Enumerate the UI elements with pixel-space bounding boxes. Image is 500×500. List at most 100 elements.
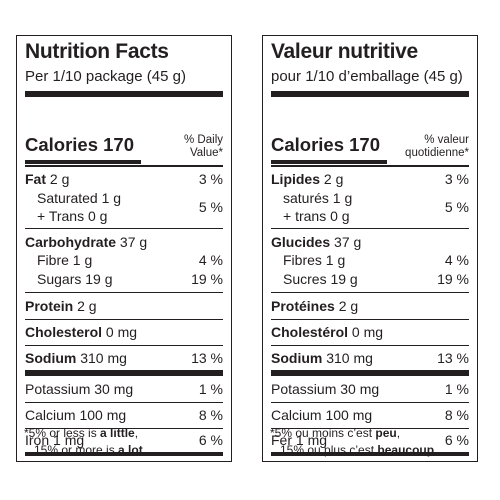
divider (25, 402, 223, 403)
footnote-line2: 15% or more is a lot (34, 442, 143, 459)
fibre-row: Fibres 1 g 4 % (271, 251, 469, 269)
saturated-row: saturés 1 g (271, 189, 469, 207)
nutrient-amount: 2 g (338, 298, 359, 314)
nutrient-line: Iron 1 mg (25, 432, 85, 448)
nutrient-subline: Saturated 1 g (37, 190, 122, 206)
thick-divider (271, 452, 469, 456)
divider (25, 319, 223, 320)
fat-row: Fat 2 g 3 % (25, 170, 223, 188)
calcium-row: Calcium 100 mg 8 % (25, 406, 223, 424)
divider (271, 319, 469, 320)
nutrient-amount: 0 mg (105, 324, 138, 340)
carbohydrate-row: Carbohydrate 37 g (25, 233, 223, 251)
nutrient-subline: + Trans 0 g (37, 208, 108, 224)
footnote-bold: peu (375, 426, 397, 440)
divider (25, 428, 223, 429)
daily-value-heading-line2: Value* (189, 147, 223, 159)
nutrient-name: Protein (25, 298, 74, 314)
fat-row: Lipides 2 g 3 % (271, 170, 469, 188)
daily-value-heading-line1: % Daily (184, 134, 223, 146)
nutrient-name: Cholestérol (271, 324, 349, 340)
divider (25, 292, 223, 293)
iron-row: Fer 1 mg 6 % (271, 431, 469, 449)
footnote-bold: a lot (118, 443, 143, 457)
protein-row: Protéines 2 g (271, 297, 469, 315)
nutrient-line: Calcium 100 mg (271, 407, 373, 423)
cholesterol-row: Cholestérol 0 mg (271, 323, 469, 341)
fibre-row: Fibre 1 g 4 % (25, 251, 223, 269)
nutrient-amount: 37 g (334, 234, 362, 250)
nutrient-subline: + trans 0 g (283, 208, 350, 224)
saturated-trans-percent-dv: 5 % (444, 199, 469, 215)
divider (25, 228, 223, 229)
nutrient-line: Potassium 30 mg (271, 381, 380, 397)
nutrient-amount: 0 mg (351, 324, 384, 340)
daily-value-heading-line1: % valeur (424, 134, 469, 146)
percent-dv: 1 % (444, 381, 469, 397)
percent-dv: 3 % (444, 171, 469, 187)
percent-dv: 19 % (437, 271, 469, 287)
nutrient-amount: 310 mg (80, 350, 127, 366)
nutrient-amount: 2 g (49, 171, 70, 187)
footnote-line1: *5% or less is a little, (24, 425, 138, 442)
footnote-text: , (134, 426, 139, 440)
footnote-line1: *5% ou moins c’est peu, (270, 425, 400, 442)
divider (271, 165, 469, 167)
nutrient-amount: 310 mg (326, 350, 373, 366)
nutrient-subline: Fibres 1 g (283, 252, 346, 268)
nutrient-name: Protéines (271, 298, 335, 314)
nutrient-subline: saturés 1 g (283, 190, 353, 206)
serving-size: Per 1/10 package (45 g) (25, 68, 186, 85)
thick-divider (25, 91, 223, 97)
divider (271, 292, 469, 293)
footnote-text: 15% ou plus c’est (280, 443, 378, 457)
percent-dv: 4 % (198, 252, 223, 268)
nutrient-subline: Fibre 1 g (37, 252, 93, 268)
nutrient-subline: Sucres 19 g (283, 271, 358, 287)
calcium-row: Calcium 100 mg 8 % (271, 406, 469, 424)
divider (271, 228, 469, 229)
saturated-row: Saturated 1 g (25, 189, 223, 207)
nutrient-amount: 2 g (323, 171, 344, 187)
footnote-text: , (396, 426, 401, 440)
potassium-row: Potassium 30 mg 1 % (25, 380, 223, 398)
percent-dv: 8 % (444, 407, 469, 423)
nutrient-name: Sodium (271, 350, 323, 366)
percent-dv: 8 % (198, 407, 223, 423)
thick-divider (271, 91, 469, 97)
sodium-row: Sodium 310 mg 13 % (25, 349, 223, 367)
nutrient-line: Potassium 30 mg (25, 381, 134, 397)
nutrition-facts-panel-english: Nutrition Facts Per 1/10 package (45 g) … (16, 35, 232, 462)
nutrient-amount: 37 g (119, 234, 148, 250)
percent-dv: 13 % (191, 350, 223, 366)
potassium-row: Potassium 30 mg 1 % (271, 380, 469, 398)
divider (271, 428, 469, 429)
sodium-row: Sodium 310 mg 13 % (271, 349, 469, 367)
daily-value-heading-line2: quotidienne* (405, 147, 469, 159)
thick-divider (271, 370, 469, 376)
trans-row: + Trans 0 g (25, 207, 223, 225)
nutrient-subline: Sugars 19 g (37, 271, 113, 287)
nutrient-name: Lipides (271, 171, 321, 187)
protein-row: Protein 2 g (25, 297, 223, 315)
calories-label: Calories 170 (271, 134, 381, 155)
footnote-line2: 15% ou plus c’est beaucoup (280, 442, 434, 459)
carbohydrate-row: Glucides 37 g (271, 233, 469, 251)
nutrient-name: Cholesterol (25, 324, 103, 340)
divider (25, 345, 223, 346)
percent-dv: 6 % (444, 432, 469, 448)
footnote-text: 15% or more is (34, 443, 119, 457)
serving-size: pour 1/10 d’emballage (45 g) (271, 68, 463, 85)
nutrition-facts-panel-french: Valeur nutritive pour 1/10 d’emballage (… (262, 35, 478, 462)
trans-row: + trans 0 g (271, 207, 469, 225)
footnote-text: *5% ou moins c’est (270, 426, 376, 440)
saturated-trans-percent-dv: 5 % (198, 199, 223, 215)
panel-title: Nutrition Facts (25, 40, 169, 63)
nutrient-name: Glucides (271, 234, 331, 250)
percent-dv: 6 % (198, 432, 223, 448)
nutrient-name: Sodium (25, 350, 77, 366)
percent-dv: 4 % (444, 252, 469, 268)
divider (271, 345, 469, 346)
thick-divider (25, 370, 223, 376)
iron-row: Iron 1 mg 6 % (25, 431, 223, 449)
